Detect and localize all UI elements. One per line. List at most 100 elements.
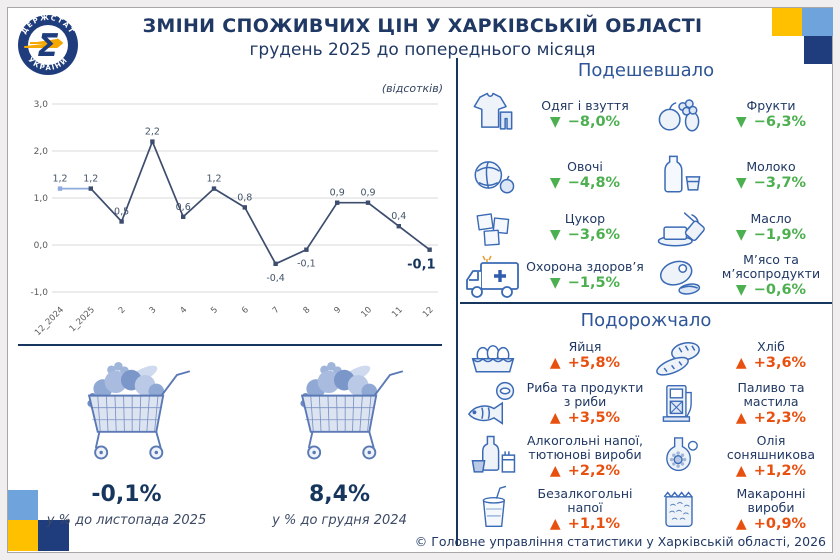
item-label: Безалкогольні напої [537,485,633,515]
infographic-frame: ДЕРЖСТАТ УКРАЇНИ Σ ЗМІНИ СПОЖИВЧИХ ЦІН У… [7,7,833,553]
deco-square-navy-topright [804,36,832,64]
item-label: Охорона здоров’я [526,258,644,274]
clothes-icon [460,86,526,142]
svg-text:0,4: 0,4 [391,211,406,222]
svg-text:1,0: 1,0 [34,194,49,204]
right-divider [460,302,832,304]
up-triangle-icon: ▲ [735,355,747,371]
meat-icon [646,247,712,303]
item-label: Макаронні вироби [736,485,806,515]
item-label: Масло [750,211,792,226]
up-triangle-icon: ▲ [735,409,747,426]
svg-text:2: 2 [117,305,128,316]
item-label: Алкогольні напої, тютюнові вироби [526,433,644,462]
cheaper-items-grid: Одяг і взуття ▼ −8,0% [460,83,832,300]
svg-text:2,0: 2,0 [34,147,49,157]
item-sugar: Цукор ▼ −3,6% [460,205,646,250]
down-triangle-icon: ▼ [735,113,747,130]
fish-icon [460,377,526,429]
price-changes-panel: Подешевшало Одяг і взуття ▼ −8,0% [460,54,832,533]
fuel-icon [646,377,712,429]
item-value: −1,9% [753,227,807,243]
alcohol-tobacco-icon [460,429,526,485]
item-label: М’ясо та м’ясопродукти [721,251,821,281]
pasta-icon [646,482,712,536]
cheaper-section-title: Подешевшало [577,60,715,81]
up-triangle-icon: ▲ [735,463,747,479]
svg-text:1_2025: 1_2025 [68,305,97,334]
up-triangle-icon: ▲ [549,463,561,479]
item-label: Риба та продукти з риби [526,379,644,409]
item-butter: Масло ▼ −1,9% [646,205,832,250]
item-label: Олія соняшникова [726,433,816,462]
derzhstat-logo: ДЕРЖСТАТ УКРАЇНИ Σ [18,14,78,75]
item-value: −8,0% [567,113,621,130]
down-triangle-icon: ▼ [735,281,747,298]
item-value: −1,5% [567,274,621,291]
up-triangle-icon: ▲ [549,409,561,426]
svg-text:1,2: 1,2 [83,174,98,185]
item-value: +0,9% [753,515,807,532]
item-value: +2,2% [567,463,621,479]
svg-text:5: 5 [209,305,220,316]
vertical-divider [456,58,458,546]
svg-text:-1,0: -1,0 [30,288,48,298]
svg-text:0,6: 0,6 [176,202,191,213]
item-fuel: Паливо та мастила ▲ +2,3% [646,378,832,428]
item-healthcare: Охорона здоров’я ▼ −1,5% [460,250,646,300]
down-triangle-icon: ▼ [549,113,561,130]
soft-drink-icon [460,481,526,537]
svg-text:1,2: 1,2 [206,174,221,185]
copyright-footer: © Головне управління статистики у Харків… [414,534,826,549]
item-value: −3,7% [753,174,807,191]
item-eggs: Яйця ▲ +5,8% [460,333,646,378]
item-value: −6,3% [753,113,807,130]
trend-chart: 3,0 2,0 1,0 0,0 -1,0 12_2024 1_2025 2 3 4 5 6 7 8 9 10 1… [30,100,438,338]
svg-text:0,9: 0,9 [330,188,345,199]
summary-month-block: -0,1% у % до листопада 2025 [20,356,233,528]
item-value: +3,6% [753,355,807,371]
grocery-cart-icon [58,356,196,468]
sugar-icon [460,200,526,256]
item-value: +2,3% [753,409,807,426]
item-label: Яйця [568,339,602,354]
svg-text:10: 10 [359,305,374,320]
item-bread: Хліб ▲ +3,6% [646,333,832,378]
down-triangle-icon: ▼ [735,174,747,191]
fruits-icon [646,86,712,142]
milk-icon [646,147,712,203]
butter-icon [646,200,712,256]
item-value: +3,5% [567,409,621,426]
item-sunflower-oil: Олія соняшникова ▲ +1,2% [646,428,832,485]
svg-text:12_2024: 12_2024 [33,305,66,338]
item-label: Молоко [746,158,796,174]
up-triangle-icon: ▲ [549,355,561,371]
sunflower-oil-icon [646,429,712,485]
svg-text:9: 9 [332,305,343,316]
deco-square-lightblue-topright [802,8,833,36]
svg-text:-0,1: -0,1 [297,259,316,270]
down-triangle-icon: ▼ [549,174,561,191]
svg-text:0,0: 0,0 [34,241,49,251]
summary-section: -0,1% у % до листопада 2025 8,4% у % до … [20,356,446,528]
summary-year-value: 8,4% [308,482,370,507]
item-value: +5,8% [567,355,621,371]
item-milk: Молоко ▼ −3,7% [646,145,832,205]
chart-unit-label: (відсотків) [381,82,443,95]
eggs-icon [460,331,526,381]
ambulance-icon [460,249,526,301]
up-triangle-icon: ▲ [735,515,747,532]
logo-sigma: Σ [37,28,58,64]
svg-text:3,0: 3,0 [34,100,49,110]
deco-square-yellow-bottomleft [8,520,38,551]
down-triangle-icon: ▼ [735,227,747,243]
svg-text:6: 6 [240,305,251,316]
svg-text:-0,4: -0,4 [266,273,285,284]
svg-text:-0,1: -0,1 [407,258,435,273]
summary-year-block: 8,4% у % до грудня 2024 [233,356,446,528]
svg-text:12: 12 [421,305,436,320]
up-triangle-icon: ▲ [549,515,561,532]
svg-text:7: 7 [271,305,282,316]
svg-text:11: 11 [390,305,405,320]
svg-text:3: 3 [148,305,159,316]
